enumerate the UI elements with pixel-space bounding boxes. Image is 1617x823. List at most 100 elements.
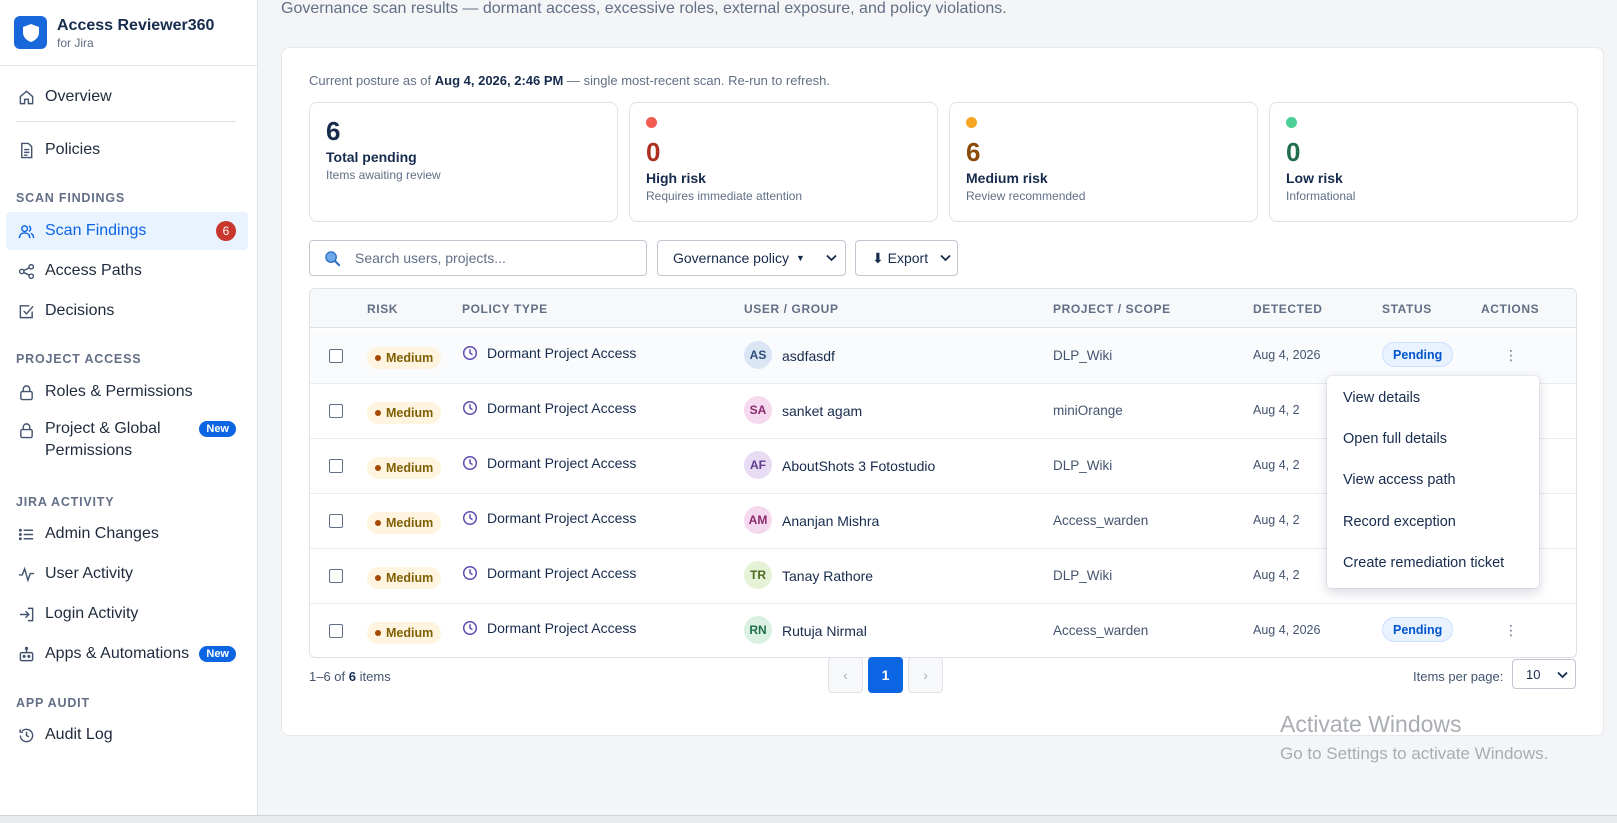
stat-medium-risk: 6 Medium risk Review recommended: [949, 102, 1258, 222]
menu-open-full-details[interactable]: Open full details: [1343, 431, 1447, 447]
menu-view-details[interactable]: View details: [1343, 390, 1421, 406]
caret-down-icon: ▼: [795, 253, 805, 263]
sidebar-item-label: Audit Log: [45, 726, 113, 743]
posture-line: Current posture as of Aug 4, 2026, 2:46 …: [309, 73, 830, 88]
row-checkbox[interactable]: [329, 404, 343, 418]
stat-low-risk: 0 Low risk Informational: [1269, 102, 1578, 222]
menu-view-access-path[interactable]: View access path: [1343, 472, 1456, 488]
menu-create-remediation-ticket[interactable]: Create remediation ticket: [1343, 555, 1505, 571]
sidebar-item-label: Login Activity: [45, 605, 139, 622]
user-name[interactable]: asdfasdf: [782, 348, 835, 364]
user-name[interactable]: sanket agam: [782, 403, 863, 419]
detected-date: Aug 4, 2: [1253, 513, 1300, 527]
divider: [16, 121, 236, 122]
table-row[interactable]: Medium Dormant Project Access AS asdfasdf DL…: [310, 329, 1576, 384]
section-jira-activity: JIRA ACTIVITY: [16, 495, 115, 509]
sidebar-item-scan-findings[interactable]: Scan Findings 6: [6, 212, 248, 250]
policy-type-cell: Dormant Project Access: [462, 510, 636, 526]
medium-risk-dot-icon: [966, 117, 977, 128]
sidebar-item-roles-permissions[interactable]: Roles & Permissions: [6, 373, 248, 411]
clock-icon: [462, 455, 487, 471]
col-user-group[interactable]: USER / GROUP: [744, 302, 839, 316]
prev-page-button[interactable]: ‹: [828, 657, 863, 693]
project-scope: Access_warden: [1053, 513, 1149, 528]
chevron-down-icon: [940, 254, 951, 262]
detected-date: Aug 4, 2: [1253, 403, 1300, 417]
sidebar-item-label: Admin Changes: [45, 525, 159, 542]
search-input[interactable]: [355, 250, 635, 266]
sidebar-item-access-paths[interactable]: Access Paths: [6, 252, 248, 290]
risk-label: Medium: [386, 406, 434, 420]
stat-value: 0: [646, 137, 661, 167]
project-scope: DLP_Wiki: [1053, 568, 1113, 583]
page-subtitle: Governance scan results — dormant access…: [281, 0, 1007, 17]
export-button[interactable]: ⬇ Export: [855, 240, 958, 276]
col-project-scope[interactable]: PROJECT / SCOPE: [1053, 302, 1171, 316]
new-badge: New: [199, 421, 236, 437]
sidebar-item-label: Scan Findings: [45, 222, 147, 239]
user-name[interactable]: AboutShots 3 Fotostudio: [782, 458, 936, 474]
clock-icon: [462, 565, 487, 581]
user-name[interactable]: Rutuja Nirmal: [782, 623, 867, 639]
brand[interactable]: Access Reviewer360 for Jira: [0, 0, 257, 66]
bottom-scrollbar[interactable]: [0, 815, 1617, 823]
col-status[interactable]: STATUS: [1382, 302, 1432, 316]
project-scope: Access_warden: [1053, 623, 1149, 638]
sidebar-item-policies[interactable]: Policies: [6, 131, 248, 169]
next-page-button[interactable]: ›: [908, 657, 943, 693]
stat-desc: Informational: [1286, 189, 1356, 203]
sidebar-item-audit-log[interactable]: Audit Log: [6, 716, 248, 754]
user-name[interactable]: Tanay Rathore: [782, 568, 874, 584]
sidebar-item-overview[interactable]: Overview: [6, 78, 248, 116]
avatar: RN: [744, 616, 772, 644]
high-risk-dot-icon: [646, 117, 657, 128]
row-checkbox[interactable]: [329, 459, 343, 473]
more-actions-icon[interactable]: ⋮: [1504, 347, 1518, 363]
export-label: ⬇ Export: [872, 249, 929, 266]
page-1-button[interactable]: 1: [868, 657, 903, 693]
row-actions-menu: View details Open full details View acce…: [1327, 376, 1539, 588]
menu-record-exception[interactable]: Record exception: [1343, 514, 1456, 530]
policy-type-cell: Dormant Project Access: [462, 455, 636, 471]
activity-icon: [17, 565, 35, 583]
avatar: AF: [744, 451, 772, 479]
stat-value: 6: [966, 137, 981, 167]
items-per-page-select[interactable]: 10: [1512, 659, 1576, 689]
col-detected[interactable]: DETECTED: [1253, 302, 1323, 316]
section-app-audit: APP AUDIT: [16, 696, 90, 710]
sidebar-item-label-line2: Permissions: [45, 442, 133, 459]
history-icon: [17, 726, 35, 744]
row-checkbox[interactable]: [329, 569, 343, 583]
app-title: Access Reviewer360: [57, 16, 215, 34]
risk-badge: Medium: [367, 512, 442, 534]
lock-icon: [17, 421, 35, 439]
row-checkbox[interactable]: [329, 514, 343, 528]
sidebar-item-apps-automations[interactable]: Apps & Automations New: [6, 635, 248, 673]
sidebar-item-login-activity[interactable]: Login Activity: [6, 595, 248, 633]
user-name[interactable]: Ananjan Mishra: [782, 513, 880, 529]
more-actions-icon[interactable]: ⋮: [1504, 622, 1518, 638]
policy-select[interactable]: Governance policy ▼: [657, 240, 846, 276]
sidebar-item-user-activity[interactable]: User Activity: [6, 555, 248, 593]
row-checkbox[interactable]: [329, 624, 343, 638]
avatar: TR: [744, 561, 772, 589]
col-risk[interactable]: RISK: [367, 302, 399, 316]
search-box[interactable]: [309, 240, 647, 276]
detected-date: Aug 4, 2: [1253, 458, 1300, 472]
avatar: AS: [744, 341, 772, 369]
stat-label: Total pending: [326, 149, 417, 165]
table-row[interactable]: Medium Dormant Project Access RN Rutuja Nir…: [310, 604, 1576, 657]
sidebar-item-label: Decisions: [45, 302, 115, 319]
table-row[interactable]: Medium Dormant Project Access AM Ananjan Mi…: [310, 494, 1576, 549]
sidebar-item-decisions[interactable]: Decisions: [6, 292, 248, 330]
row-checkbox[interactable]: [329, 349, 343, 363]
table-row[interactable]: Medium Dormant Project Access TR Tanay Rath…: [310, 549, 1576, 604]
policy-type-label: Dormant Project Access: [487, 345, 637, 361]
risk-badge: Medium: [367, 402, 442, 424]
risk-badge: Medium: [367, 347, 442, 369]
clock-icon: [462, 510, 487, 526]
col-policy-type[interactable]: POLICY TYPE: [462, 302, 548, 316]
sidebar-item-admin-changes[interactable]: Admin Changes: [6, 515, 248, 553]
clock-icon: [462, 620, 487, 636]
sidebar-item-project-global-permissions[interactable]: Project & Global Permissions New: [6, 418, 248, 466]
